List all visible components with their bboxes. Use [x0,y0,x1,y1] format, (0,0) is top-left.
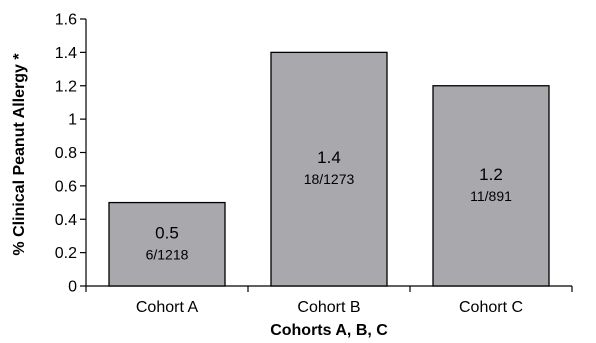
bars: 0.5 6/1218 1.4 18/1273 1.2 11/891 [108,51,550,287]
bar-count-label: 11/891 [470,188,512,204]
x-ticks: Cohort A Cohort B Cohort C [85,286,573,316]
bar-value-label: 1.4 [317,148,341,167]
y-tick-label: 0 [68,279,77,296]
y-tick-label: 1.4 [55,45,77,62]
x-category-label: Cohort C [459,299,523,316]
bar-count-label: 18/1273 [304,171,355,187]
y-tick-label: 1.6 [55,12,77,29]
y-tick-label: 0.4 [55,212,77,229]
bar-value-label: 1.2 [479,165,503,184]
y-tick-label: 1 [68,112,77,129]
bar [432,85,550,287]
x-category-label: Cohort B [297,299,360,316]
y-axis-title: % Clinical Peanut Allergy * [11,53,28,256]
y-tick-label: 1.2 [55,78,77,95]
y-ticks: 0 0.2 0.4 0.6 0.8 1 1.2 1.4 1.6 [55,12,86,296]
bar [270,51,388,287]
y-tick-label: 0.2 [55,245,77,262]
y-tick-label: 0.8 [55,145,77,162]
x-axis-title: Cohorts A, B, C [270,322,388,339]
bar-value-label: 0.5 [155,223,179,242]
bar-count-label: 6/1218 [146,246,189,262]
y-tick-label: 0.6 [55,178,77,195]
bar [108,201,226,287]
x-category-label: Cohort A [136,299,199,316]
